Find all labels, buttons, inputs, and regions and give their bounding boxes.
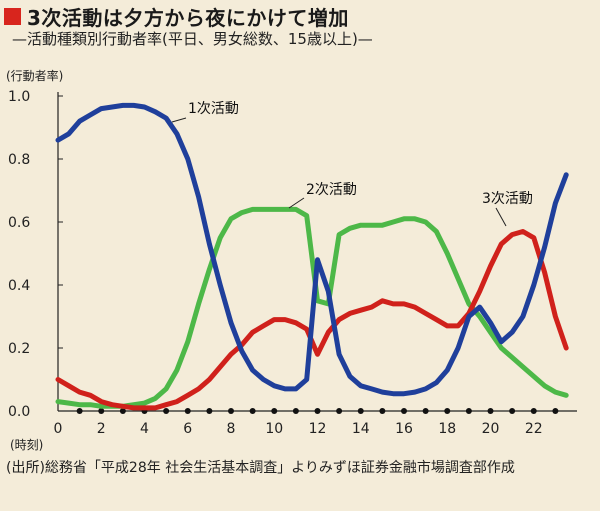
x-axis-hour-dot — [357, 408, 364, 414]
title-accent-square — [4, 8, 21, 25]
x-tick-label: 10 — [265, 421, 283, 437]
y-tick-label: 0.2 — [8, 341, 30, 357]
x-tick-label: 8 — [227, 421, 236, 437]
x-axis-hour-dot — [76, 408, 83, 414]
x-axis-hour-dot — [271, 408, 278, 414]
x-tick-label: 0 — [54, 421, 63, 437]
x-axis-hour-dot — [401, 408, 407, 414]
y-tick-label: 0.4 — [8, 278, 30, 294]
x-axis-hour-dot — [292, 408, 299, 414]
x-axis-hour-dot — [379, 408, 386, 414]
x-tick-label: 12 — [309, 421, 327, 437]
chart-subtitle: —活動種類別行動者率(平日、男女総数、15歳以上)— — [12, 30, 373, 48]
x-axis-hour-dot — [552, 408, 559, 414]
x-axis-hour-dot — [314, 408, 321, 414]
y-tick-label: 0.8 — [8, 152, 30, 168]
x-axis-hour-dot — [509, 408, 516, 414]
x-tick-label: 18 — [438, 421, 456, 437]
x-axis-hour-dot — [206, 408, 213, 414]
x-tick-label: 4 — [140, 421, 149, 437]
x-axis-hour-dot — [336, 408, 343, 414]
series-line-1 — [55, 102, 569, 397]
y-axis-label: (行動者率) — [6, 68, 63, 83]
y-tick-label: 0.6 — [8, 215, 30, 231]
x-axis-hour-dot — [119, 408, 126, 414]
title-bar: 3次活動は夕方から夜にかけて増加 — [4, 2, 349, 31]
x-axis-hour-dot — [465, 408, 472, 414]
x-axis-hour-dot — [530, 408, 537, 414]
series-label-leader — [171, 117, 187, 123]
x-axis-hour-dot — [98, 408, 105, 414]
series-label-2: 2次活動 — [306, 182, 357, 198]
x-tick-label: 20 — [482, 421, 500, 437]
x-axis-hour-dot — [422, 408, 429, 414]
series-line-2 — [55, 206, 569, 409]
x-axis-hour-dot — [228, 408, 234, 414]
x-tick-label: 14 — [352, 421, 370, 437]
x-axis-hour-dot — [487, 408, 494, 414]
x-axis-hour-dot — [184, 408, 191, 414]
chart-title: 3次活動は夕方から夜にかけて増加 — [27, 6, 349, 30]
x-axis-hour-dot — [444, 408, 451, 414]
x-axis-label: (時刻) — [10, 438, 43, 452]
series-label-3: 3次活動 — [482, 191, 533, 207]
x-tick-label: 16 — [395, 421, 413, 437]
x-axis-hour-dot — [163, 408, 170, 414]
source-note: (出所)総務省「平成28年 社会生活基本調査」よりみずほ証券金融市場調査部作成 — [6, 460, 515, 476]
x-tick-label: 6 — [183, 421, 192, 437]
y-tick-label: 0.0 — [8, 404, 30, 420]
series-label-1: 1次活動 — [188, 101, 239, 117]
y-tick-label: 1.0 — [8, 89, 30, 105]
series-label-leader — [288, 197, 305, 209]
x-tick-label: 2 — [97, 421, 106, 437]
x-axis-hour-dot — [249, 408, 256, 414]
series-label-leader — [495, 207, 507, 227]
x-tick-label: 22 — [525, 421, 543, 437]
